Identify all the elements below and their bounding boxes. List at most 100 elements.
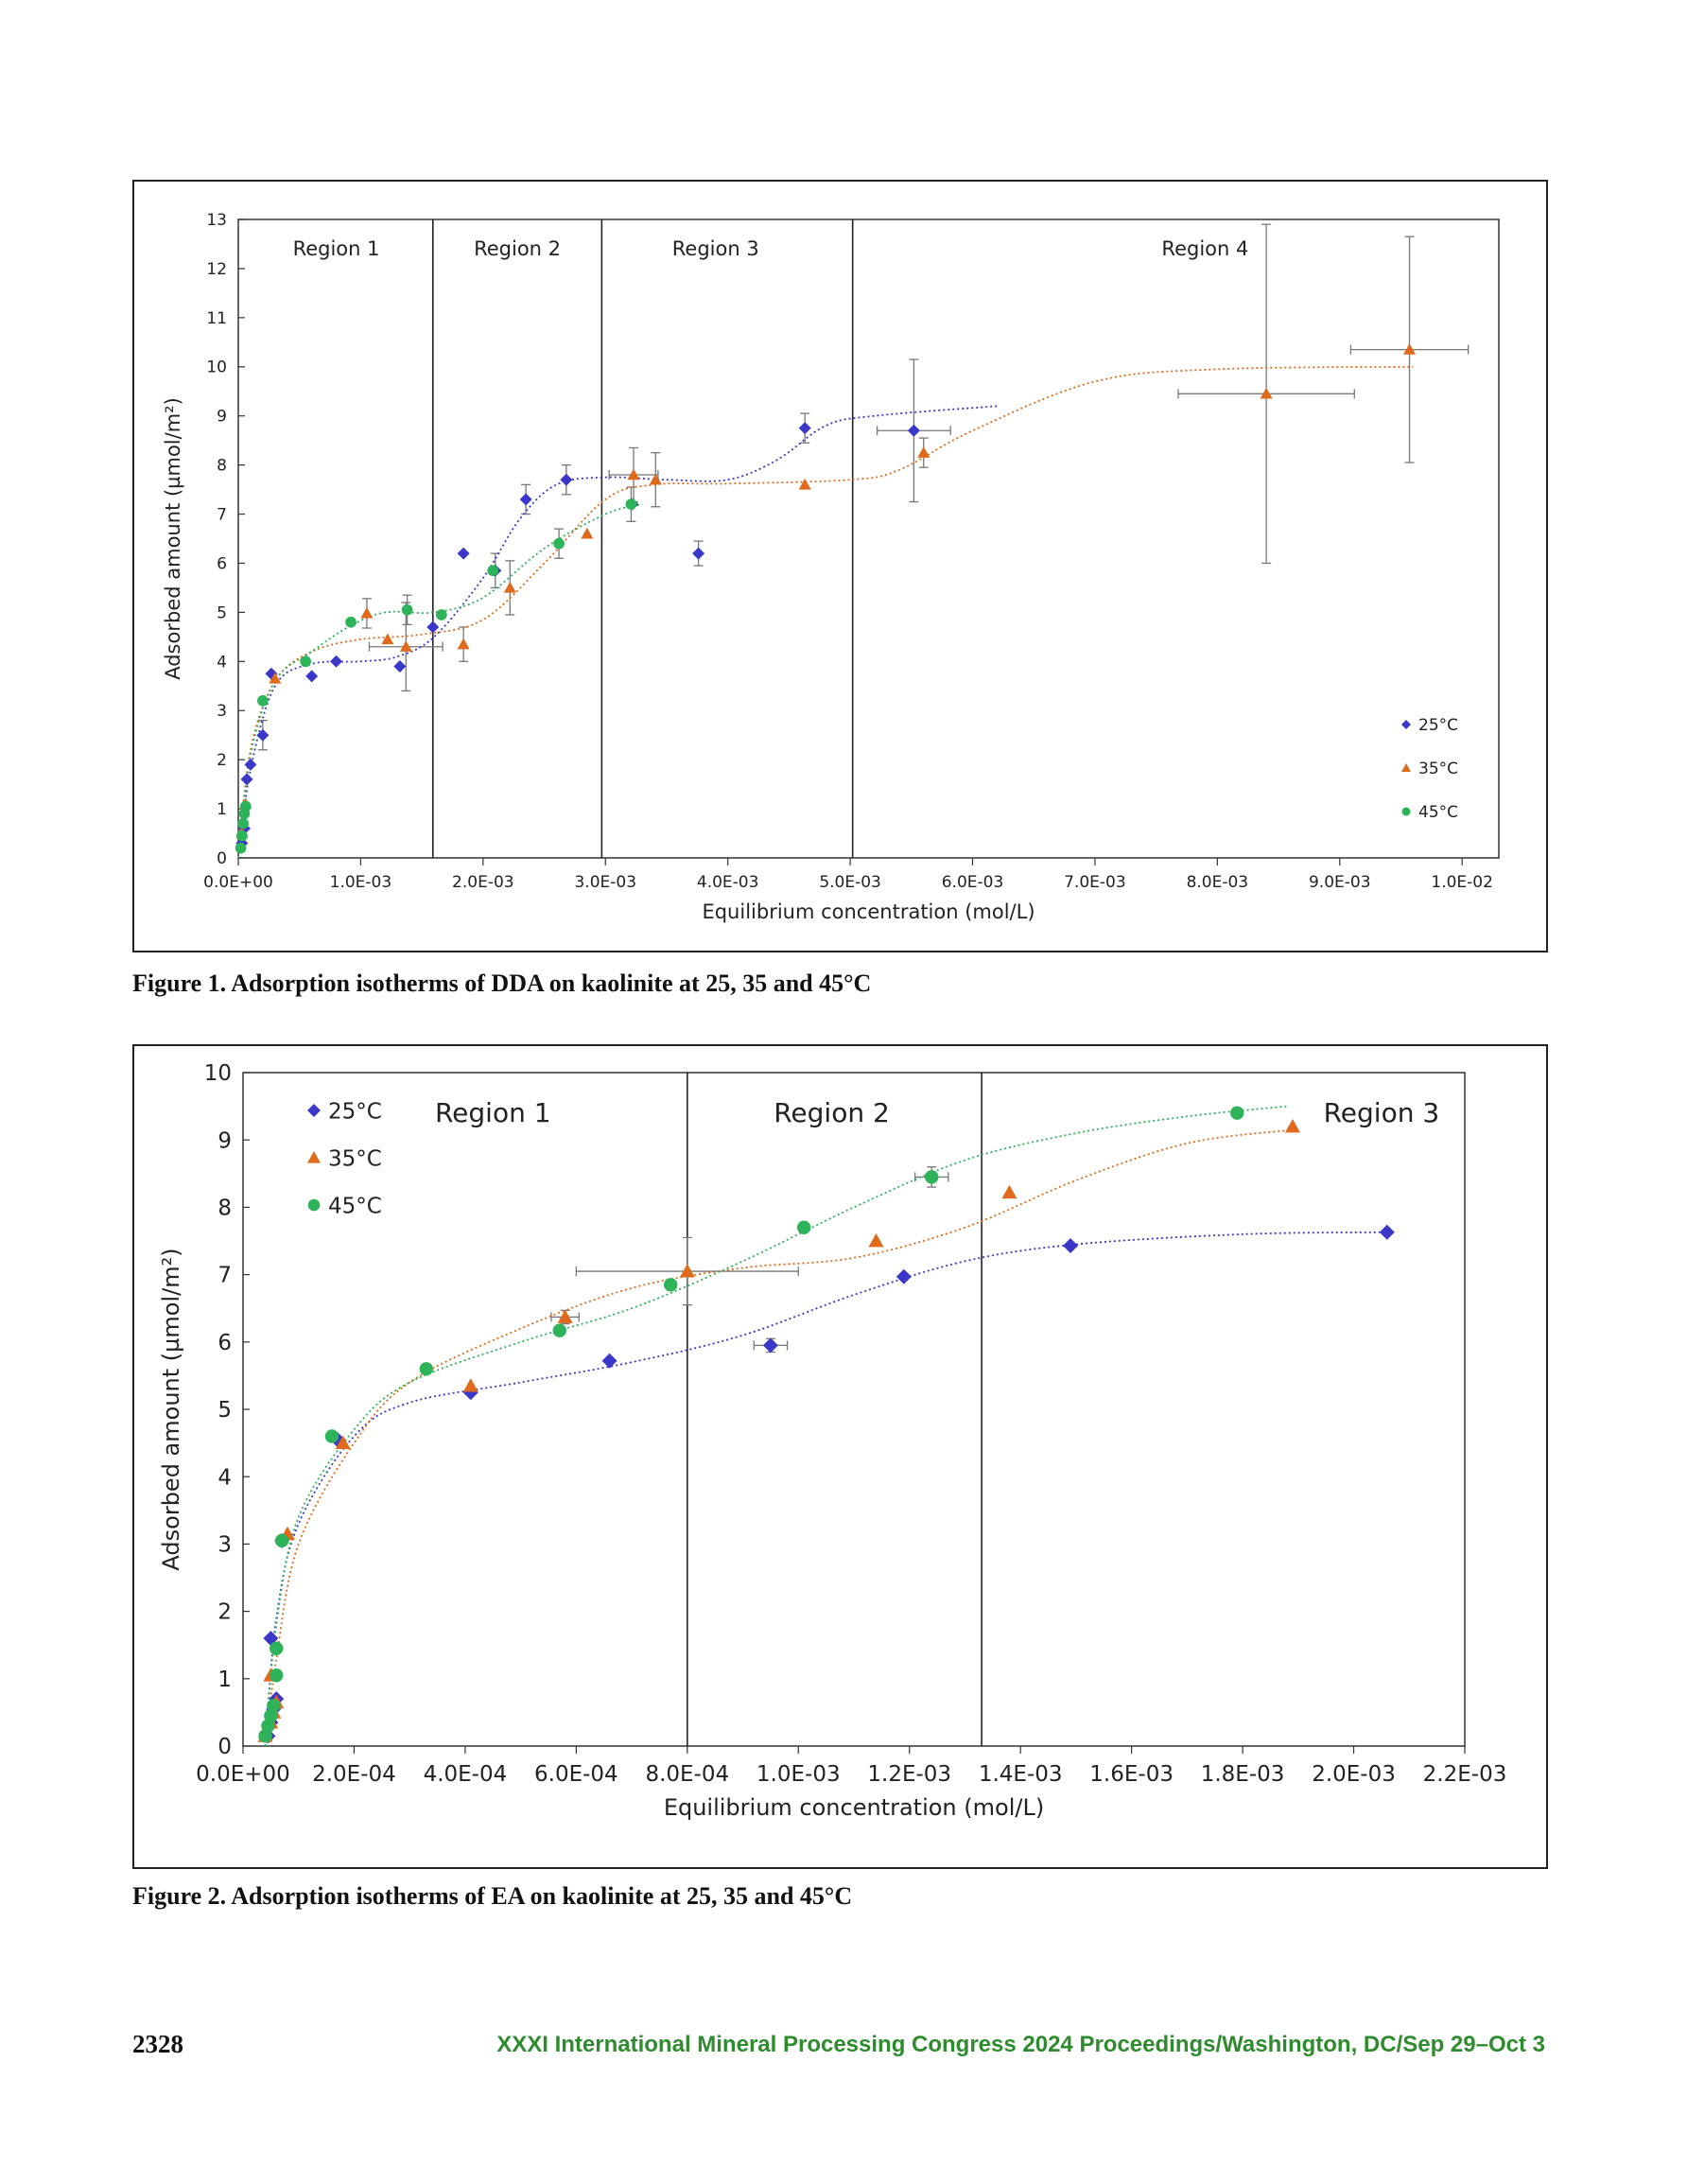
chart1-data-point-triangle bbox=[381, 633, 394, 645]
chart1-data-point-triangle bbox=[360, 606, 374, 619]
chart2-data-point-circle bbox=[1230, 1106, 1244, 1120]
chart1-region-label: Region 3 bbox=[672, 237, 759, 260]
chart2-y-tick-label: 6 bbox=[217, 1331, 232, 1355]
chart2-data-point-triangle bbox=[1284, 1118, 1300, 1133]
chart2-data-point-circle bbox=[664, 1278, 678, 1292]
chart1-trend-curve-triangle bbox=[237, 365, 1414, 859]
chart2-x-tick-label: 2.0E-04 bbox=[312, 1762, 396, 1787]
chart2-x-tick-label: 1.4E-03 bbox=[979, 1762, 1063, 1787]
chart2-data-point-circle bbox=[270, 1669, 284, 1683]
chart2-x-tick-label: 1.8E-03 bbox=[1201, 1762, 1285, 1787]
chart1-data-point-triangle bbox=[1403, 343, 1417, 355]
chart1-y-tick-label: 5 bbox=[217, 603, 227, 622]
chart2-data-point-circle bbox=[419, 1362, 433, 1376]
chart2-y-tick-label: 8 bbox=[217, 1196, 232, 1220]
chart2-trend-curve-circle bbox=[264, 1105, 1288, 1747]
chart1-data-point-circle bbox=[553, 537, 565, 550]
chart1-x-tick-label: 6.0E-03 bbox=[942, 873, 1004, 892]
chart2-data-point-diamond bbox=[762, 1337, 778, 1354]
chart2-region-label: Region 3 bbox=[1324, 1097, 1440, 1128]
chart2-region-label: Region 2 bbox=[774, 1097, 890, 1128]
running-footer: XXXI International Mineral Processing Co… bbox=[496, 2032, 1545, 2057]
chart2-x-tick-label: 8.0E-04 bbox=[645, 1762, 729, 1787]
chart2-data-point-triangle bbox=[868, 1233, 884, 1248]
chart1-x-tick-label: 4.0E-03 bbox=[697, 873, 759, 892]
chart2-data-point-circle bbox=[274, 1533, 289, 1548]
chart2-series-triangle bbox=[257, 1118, 1300, 1742]
chart2-y-axis-label: Adsorbed amount (µmol/m²) bbox=[158, 1248, 184, 1570]
chart1-data-point-triangle bbox=[649, 473, 662, 485]
chart2-x-axis-label: Equilibrium concentration (mol/L) bbox=[664, 1794, 1044, 1821]
chart1-y-tick-label: 8 bbox=[217, 457, 227, 476]
chart1-data-point-diamond bbox=[330, 655, 343, 668]
chart2-data-point-diamond bbox=[896, 1268, 912, 1284]
chart1-region-label: Region 4 bbox=[1161, 237, 1248, 260]
chart2-x-tick-label: 1.2E-03 bbox=[867, 1762, 951, 1787]
chart1-data-point-circle bbox=[345, 616, 357, 628]
chart1-data-point-circle bbox=[257, 694, 269, 707]
chart1-y-tick-label: 12 bbox=[206, 260, 227, 279]
chart1-data-point-triangle bbox=[269, 672, 282, 684]
chart1-y-tick-label: 4 bbox=[217, 653, 227, 672]
chart1-data-point-triangle bbox=[503, 581, 516, 593]
chart2-trend-curve-triangle bbox=[264, 1128, 1294, 1747]
chart1-data-point-circle bbox=[300, 655, 312, 668]
chart1-trend-curve-diamond bbox=[237, 405, 998, 859]
chart-2-svg: Region 1 Region 2 Region 3 0 1 2 3 4 5 6 7 8 9 10 0.0E… bbox=[158, 1061, 1506, 1821]
chart2-plot-area bbox=[242, 1072, 1466, 1747]
chart2-y-tick-label: 1 bbox=[217, 1668, 232, 1692]
chart2-x-tick-label: 2.0E-03 bbox=[1312, 1762, 1396, 1787]
chart1-data-point-circle bbox=[239, 800, 252, 812]
chart2-x-tick-label: 1.6E-03 bbox=[1089, 1762, 1174, 1787]
chart1-x-tick-label: 3.0E-03 bbox=[574, 873, 636, 892]
chart1-legend-marker-triangle bbox=[1401, 763, 1411, 772]
chart1-series-diamond bbox=[235, 422, 920, 849]
chart1-data-point-circle bbox=[435, 609, 447, 620]
chart1-x-axis-label: Equilibrium concentration (mol/L) bbox=[702, 900, 1035, 923]
chart2-legend-marker-circle bbox=[307, 1198, 321, 1212]
chart2-legend-label: 45°C bbox=[328, 1194, 382, 1218]
chart1-x-tick-label: 1.0E-02 bbox=[1431, 873, 1493, 892]
chart1-data-point-circle bbox=[237, 817, 250, 830]
chart2-data-point-circle bbox=[324, 1429, 339, 1443]
chart1-x-tick-label: 7.0E-03 bbox=[1064, 873, 1126, 892]
chart1-data-point-triangle bbox=[917, 446, 930, 458]
chart1-x-tick-label: 5.0E-03 bbox=[819, 873, 881, 892]
chart1-data-point-triangle bbox=[581, 527, 594, 539]
chart2-trend-curve-diamond bbox=[264, 1231, 1382, 1747]
chart1-data-point-circle bbox=[235, 842, 247, 854]
chart2-data-point-diamond bbox=[263, 1631, 279, 1647]
chart1-data-point-diamond bbox=[457, 547, 470, 560]
chart2-data-point-diamond bbox=[601, 1353, 617, 1369]
chart1-plot-area bbox=[237, 218, 1500, 859]
chart1-data-point-circle bbox=[625, 498, 637, 511]
chart1-data-point-diamond bbox=[519, 493, 532, 506]
chart1-data-point-diamond bbox=[560, 473, 573, 486]
chart2-legend-marker-diamond bbox=[307, 1104, 321, 1117]
chart1-data-point-diamond bbox=[393, 660, 407, 673]
chart1-y-tick-label: 13 bbox=[206, 211, 227, 230]
chart1-data-point-triangle bbox=[1260, 387, 1273, 399]
chart1-y-tick-label: 3 bbox=[217, 702, 227, 721]
chart1-x-tick-label: 8.0E-03 bbox=[1187, 873, 1249, 892]
chart1-series-triangle bbox=[235, 343, 1417, 839]
chart2-data-point-triangle bbox=[557, 1309, 573, 1323]
chart1-x-tick-label: 9.0E-03 bbox=[1309, 873, 1371, 892]
chart2-x-tick-label: 6.0E-04 bbox=[534, 1762, 618, 1787]
chart1-x-tick-label: 0.0E+00 bbox=[203, 873, 273, 892]
chart2-data-point-triangle bbox=[462, 1378, 478, 1392]
chart1-data-point-diamond bbox=[240, 773, 253, 786]
chart2-legend-label: 25°C bbox=[328, 1099, 382, 1124]
chart2-data-point-circle bbox=[552, 1323, 566, 1337]
chart1-data-point-triangle bbox=[798, 478, 811, 490]
chart1-series-circle bbox=[235, 498, 637, 854]
chart1-data-point-diamond bbox=[244, 758, 257, 771]
chart1-legend-label: 25°C bbox=[1418, 716, 1458, 735]
chart1-data-point-circle bbox=[236, 830, 248, 842]
chart1-legend-marker-diamond bbox=[1401, 720, 1411, 729]
chart1-legend-label: 35°C bbox=[1418, 760, 1458, 778]
chart2-y-tick-label: 7 bbox=[217, 1264, 232, 1288]
chart1-y-tick-label: 6 bbox=[217, 554, 227, 573]
figure-2-caption: Figure 2. Adsorption isotherms of EA on … bbox=[132, 1882, 853, 1910]
chart1-data-point-diamond bbox=[256, 728, 270, 742]
